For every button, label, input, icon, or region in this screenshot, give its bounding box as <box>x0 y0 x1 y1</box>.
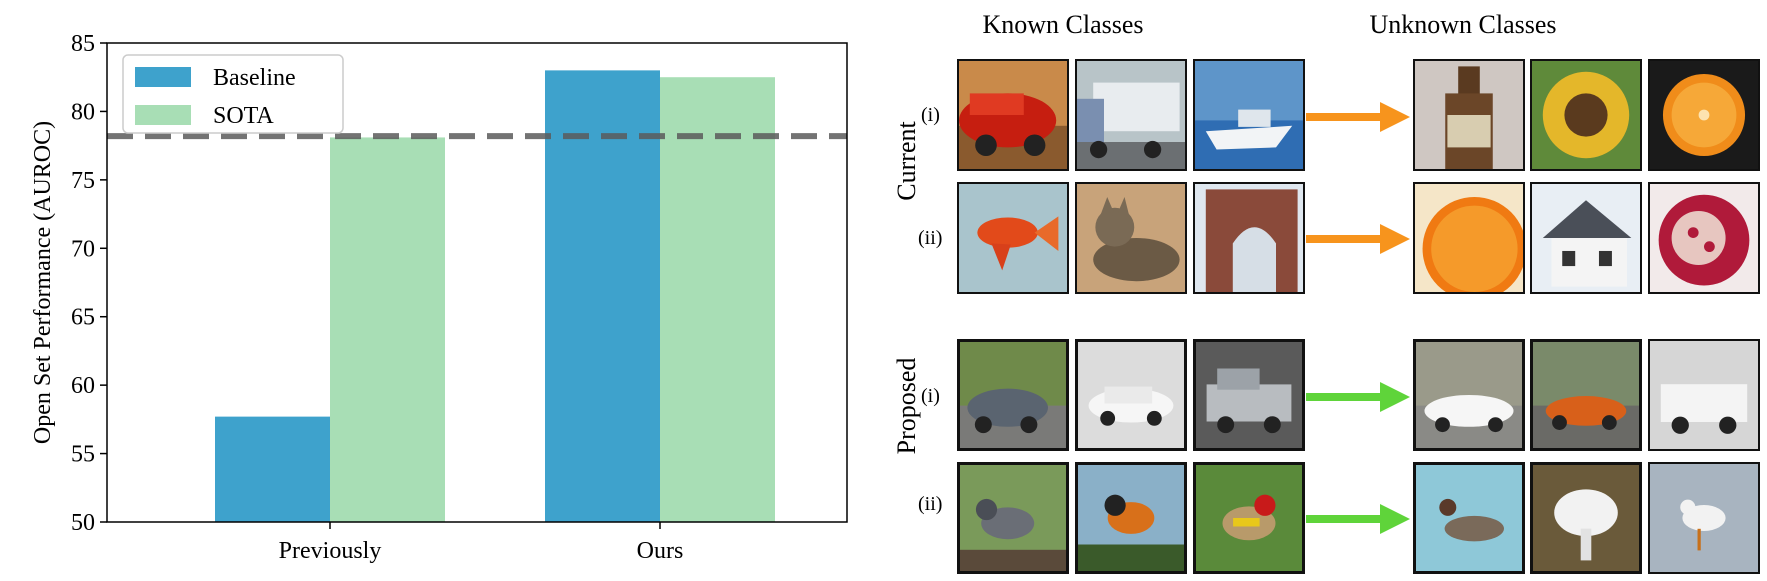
bar-baseline-previously <box>215 416 330 522</box>
current-row-i-arrow <box>1306 102 1410 132</box>
proposed-row-i-label: (i) <box>921 385 940 407</box>
known-image-robin-bird <box>1075 462 1187 574</box>
y-tick-label: 65 <box>71 305 95 331</box>
current-row-i-label: (i) <box>921 104 940 126</box>
known-image-red-car <box>957 59 1069 171</box>
unknown-image-gull <box>1648 462 1760 574</box>
y-tick-label: 50 <box>71 510 95 536</box>
x-tick-label: Ours <box>637 538 684 564</box>
unknown-image-orange-sports-car <box>1530 339 1642 451</box>
legend-label-baseline: Baseline <box>213 65 296 91</box>
proposed-row-i-arrow <box>1306 382 1410 412</box>
unknown-image-orange-slice <box>1413 182 1525 294</box>
unknown-image-pomegranate <box>1648 182 1760 294</box>
unknown-image-bottle <box>1413 59 1525 171</box>
legend-label-sota: SOTA <box>213 103 274 129</box>
legend-swatch-baseline <box>135 67 191 87</box>
bar-chart: 50 55 60 65 70 75 80 85 Previously Ours Open Set P… <box>30 31 848 564</box>
y-tick-label: 85 <box>71 31 95 57</box>
known-image-boat <box>1193 59 1305 171</box>
unknown-image-corvette <box>1413 339 1525 451</box>
proposed-row-label: Proposed <box>892 357 921 455</box>
known-image-gray-bird <box>957 462 1069 574</box>
y-tick-label: 75 <box>71 168 95 194</box>
current-row-ii-arrow <box>1306 224 1410 254</box>
known-image-pickup-truck <box>1193 339 1305 451</box>
y-tick-label: 70 <box>71 236 95 262</box>
unknown-image-pelican <box>1530 462 1642 574</box>
legend-swatch-sota <box>135 105 191 125</box>
unknown-image-house <box>1530 182 1642 294</box>
known-image-bmw-sedan <box>957 339 1069 451</box>
y-tick-label: 60 <box>71 373 95 399</box>
known-image-truck <box>1075 59 1187 171</box>
y-tick-label: 80 <box>71 99 95 125</box>
unknown-classes-header: Unknown Classes <box>1369 10 1557 39</box>
known-image-white-sedan <box>1075 339 1187 451</box>
y-axis-label: Open Set Performance (AUROC) <box>30 121 56 444</box>
known-image-goldfish <box>957 182 1069 294</box>
unknown-image-sunflower <box>1530 59 1642 171</box>
bar-baseline-ours <box>545 70 660 522</box>
x-tick-label: Previously <box>279 538 382 564</box>
unknown-image-duck <box>1413 462 1525 574</box>
known-classes-header: Known Classes <box>982 10 1144 39</box>
proposed-row-ii-label: (ii) <box>918 493 943 515</box>
bar-sota-previously <box>330 137 445 522</box>
current-row-ii-label: (ii) <box>918 227 943 249</box>
current-row-label: Current <box>892 121 921 201</box>
unknown-image-white-suv <box>1648 339 1760 451</box>
bar-sota-ours <box>660 77 775 522</box>
plot-frame <box>106 42 848 523</box>
known-image-cat <box>1075 182 1187 294</box>
known-image-goldfinch <box>1193 462 1305 574</box>
y-tick-label: 55 <box>71 442 95 468</box>
proposed-row-ii-arrow <box>1306 504 1410 534</box>
known-image-arch <box>1193 182 1305 294</box>
unknown-image-orange <box>1648 59 1760 171</box>
